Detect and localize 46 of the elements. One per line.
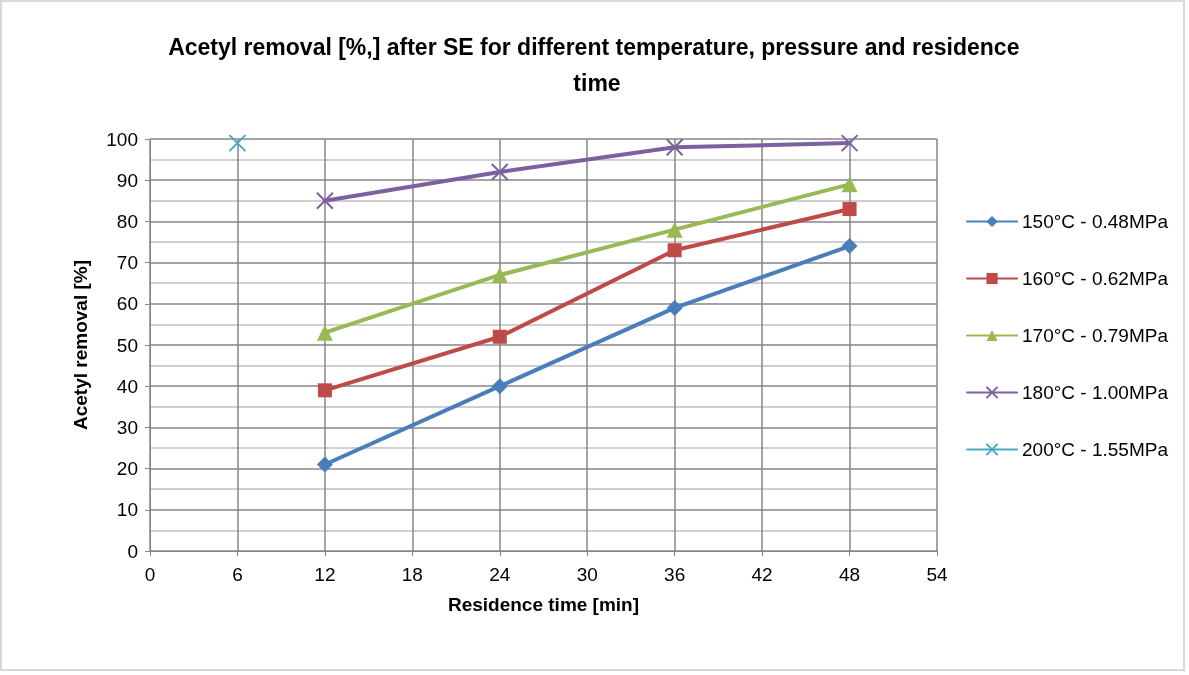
y-tick-label: 100 [106, 128, 138, 150]
y-tick-label: 90 [116, 169, 138, 191]
x-axis-title: Residence time [min] [447, 594, 640, 615]
x-tick-label: 24 [489, 564, 511, 585]
x-tick-label: 18 [401, 564, 423, 585]
point [490, 162, 509, 181]
point [491, 266, 508, 283]
point [491, 378, 508, 395]
point [317, 383, 332, 398]
x-tick-label: 30 [576, 564, 598, 585]
point [841, 238, 858, 255]
point [842, 202, 857, 217]
x-tick-label: 0 [144, 564, 156, 585]
y-tick-label: 60 [116, 293, 138, 315]
legend-label: 170°C - 0.79MPa [1022, 325, 1169, 346]
point [228, 134, 247, 153]
legend-label: 160°C - 0.62MPa [1022, 268, 1169, 289]
point [666, 221, 683, 238]
point [841, 176, 858, 193]
legend-label: 150°C - 0.48MPa [1022, 211, 1169, 232]
y-tick-label: 20 [116, 458, 138, 480]
legend-label: 200°C - 1.55MPa [1022, 439, 1169, 460]
y-axis-title: Acetyl removal [%] [70, 259, 91, 431]
point [840, 134, 859, 153]
x-tick-label: 12 [314, 564, 336, 585]
x-tick-label: 42 [751, 564, 773, 585]
point [667, 243, 682, 258]
x-tick-label: 36 [664, 564, 686, 585]
y-tick-label: 40 [116, 375, 138, 397]
point [316, 456, 333, 473]
point [666, 299, 683, 316]
x-tick-label: 54 [926, 564, 948, 585]
y-tick-label: 80 [116, 210, 138, 232]
y-tick-label: 0 [127, 540, 138, 562]
point [665, 138, 684, 157]
x-tick-label: 6 [232, 564, 243, 585]
y-tick-label: 70 [116, 252, 138, 274]
y-tick-label: 50 [116, 334, 138, 356]
point [492, 329, 507, 344]
point [315, 191, 334, 210]
y-tick-label: 10 [116, 499, 138, 521]
x-tick-label: 48 [838, 564, 861, 585]
chart-title: Acetyl removal [%,] after SE for different temperature, pressure and residence time [168, 34, 1026, 96]
y-tick-label: 30 [116, 416, 138, 438]
point [316, 324, 333, 341]
legend-label: 180°C - 1.00MPa [1022, 382, 1169, 403]
